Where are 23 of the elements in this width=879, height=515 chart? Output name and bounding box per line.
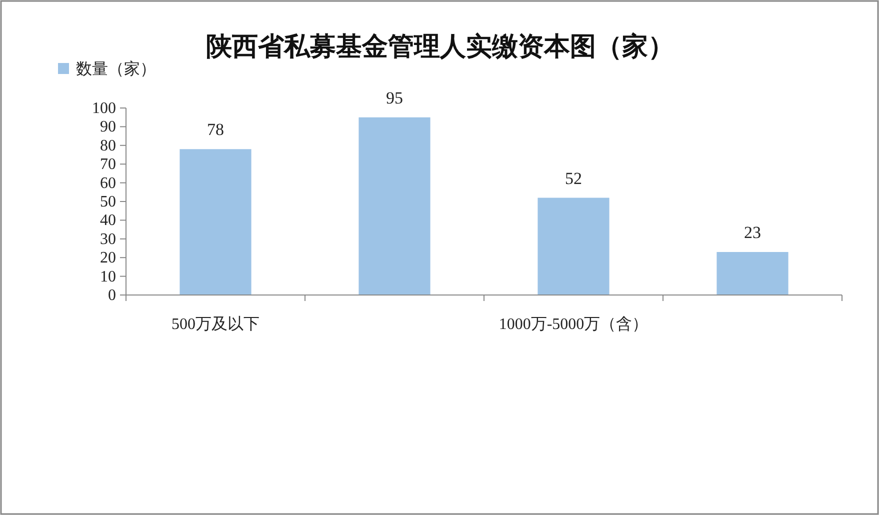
y-tick-label: 80 bbox=[100, 137, 116, 154]
chart-title: 陕西省私募基金管理人实缴资本图（家） bbox=[206, 32, 674, 61]
y-tick-label: 50 bbox=[100, 194, 116, 210]
y-tick-label: 90 bbox=[100, 118, 116, 136]
y-tick-label: 10 bbox=[100, 268, 116, 286]
legend-label: 数量（家） bbox=[76, 60, 156, 78]
bar bbox=[538, 198, 610, 295]
data-label: 95 bbox=[386, 88, 403, 108]
y-tick-label: 100 bbox=[92, 100, 116, 117]
bar bbox=[180, 149, 252, 295]
data-label: 52 bbox=[565, 168, 582, 188]
bar bbox=[358, 117, 430, 295]
y-tick-label: 20 bbox=[100, 250, 116, 267]
y-tick-label: 70 bbox=[100, 156, 116, 174]
y-tick-label: 40 bbox=[100, 212, 116, 230]
data-label: 78 bbox=[207, 120, 224, 140]
x-tick-label: 500万及以下 bbox=[172, 315, 260, 333]
x-tick-label: 1000万-5000万（含） bbox=[498, 315, 648, 333]
y-tick-label: 30 bbox=[100, 230, 116, 248]
y-tick-label: 0 bbox=[108, 287, 116, 304]
bar bbox=[716, 252, 788, 295]
y-tick-label: 60 bbox=[100, 174, 116, 192]
data-label: 23 bbox=[744, 222, 761, 242]
